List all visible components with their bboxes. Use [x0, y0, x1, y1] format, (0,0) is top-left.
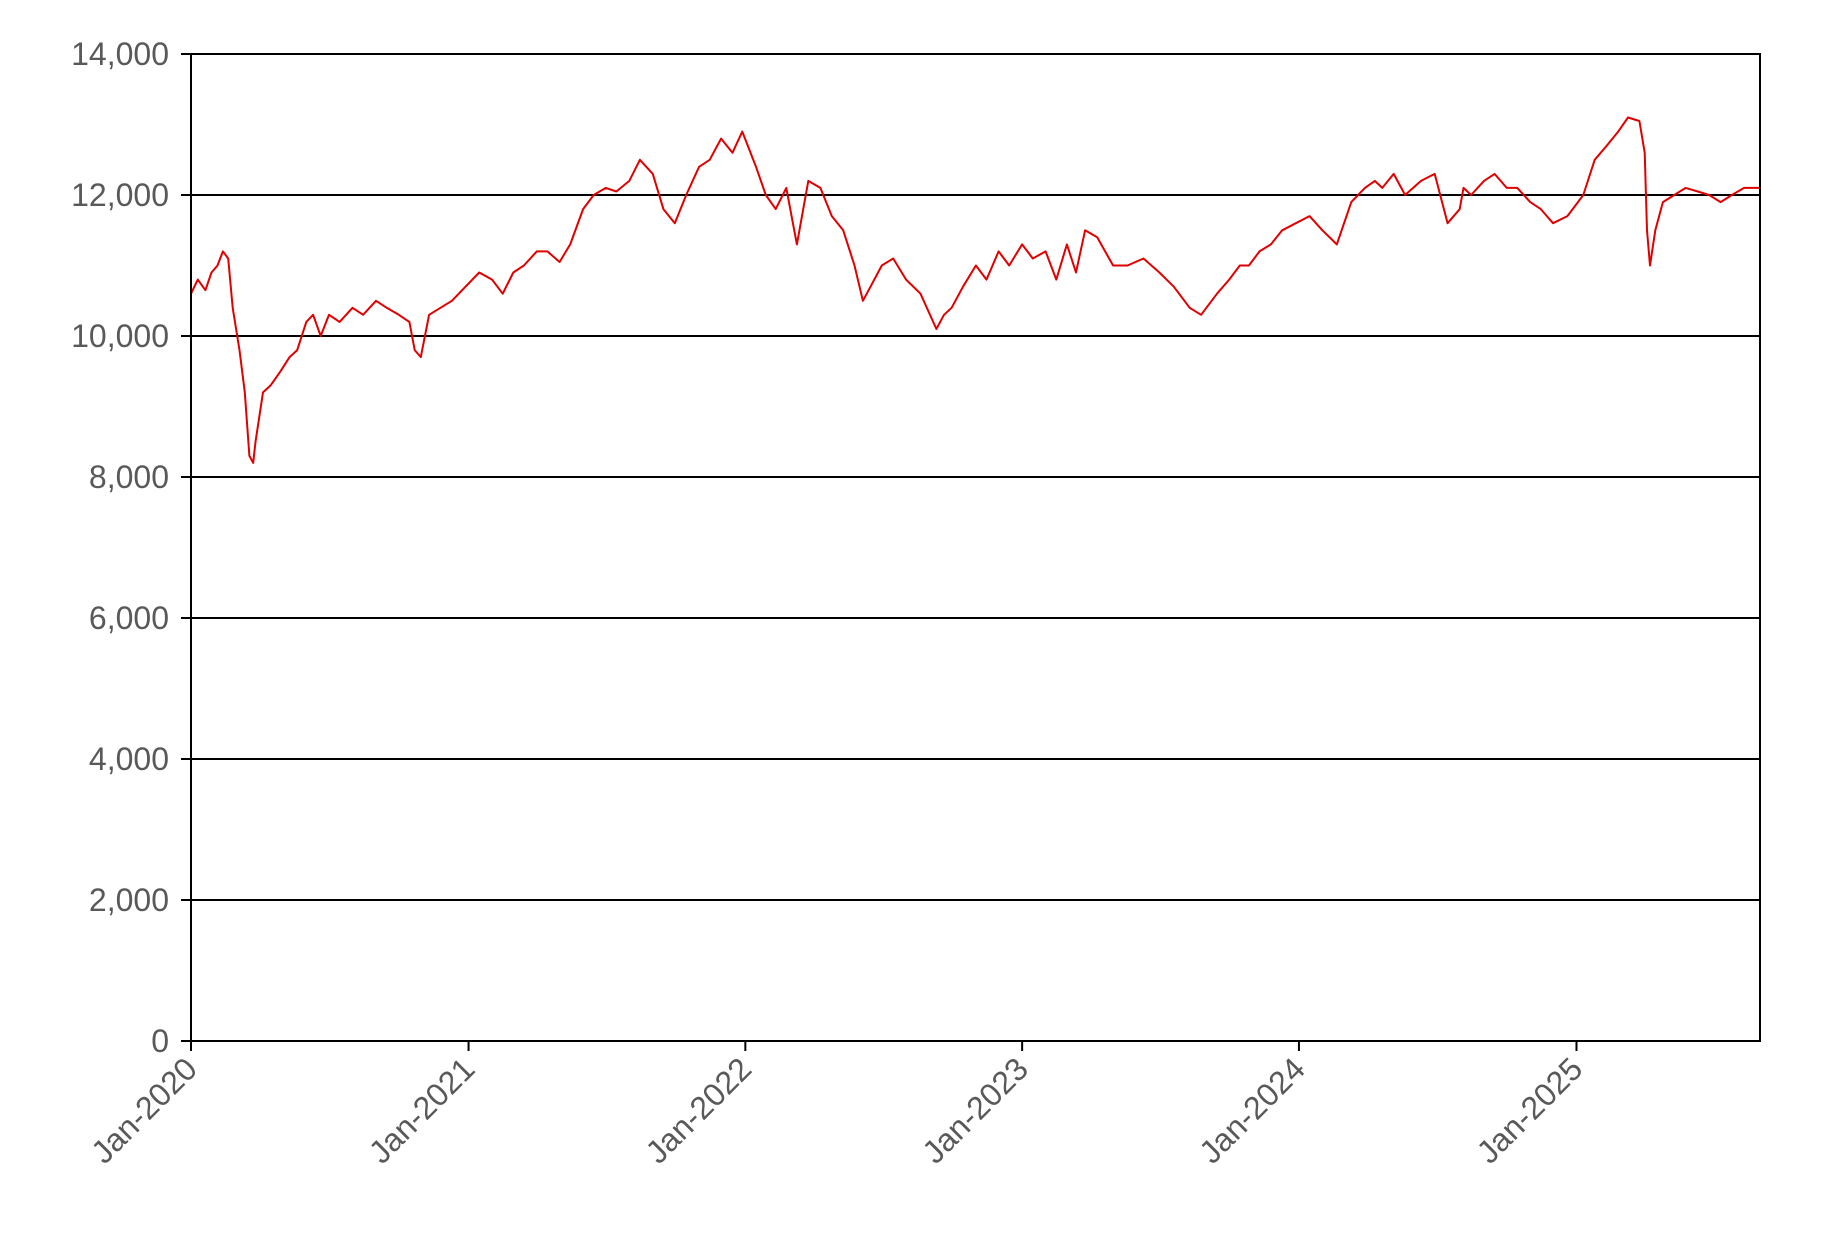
y-tick-label: 0 [151, 1023, 169, 1059]
y-tick-label: 8,000 [89, 459, 169, 495]
plot-border [190, 53, 1761, 1042]
y-tick-label: 12,000 [71, 177, 169, 213]
x-tick-label: Jan-2020 [84, 1050, 204, 1170]
y-tick-label: 6,000 [89, 600, 169, 636]
x-tick-label: Jan-2023 [915, 1050, 1035, 1170]
y-axis-ticks: 0 2,000 4,000 6,000 8,000 10,000 12,000 14,000 [71, 36, 191, 1059]
x-tick-label: Jan-2022 [638, 1050, 758, 1170]
y-tick-label: 10,000 [71, 318, 169, 354]
plot-area [191, 54, 1760, 1041]
gridlines [191, 194, 1760, 901]
series-group [190, 116, 1760, 464]
x-tick-label: Jan-2021 [362, 1050, 482, 1170]
y-tick-label: 4,000 [89, 741, 169, 777]
x-tick-label: Jan-2025 [1470, 1050, 1590, 1170]
x-tick-label: Jan-2024 [1192, 1050, 1312, 1170]
x-axis-ticks: Jan-2020 Jan-2021 Jan-2022 Jan-2023 Jan-2024… [84, 1041, 1589, 1170]
y-tick-label: 2,000 [89, 882, 169, 918]
series-line-0 [190, 116, 1760, 464]
y-tick-label: 14,000 [71, 36, 169, 72]
